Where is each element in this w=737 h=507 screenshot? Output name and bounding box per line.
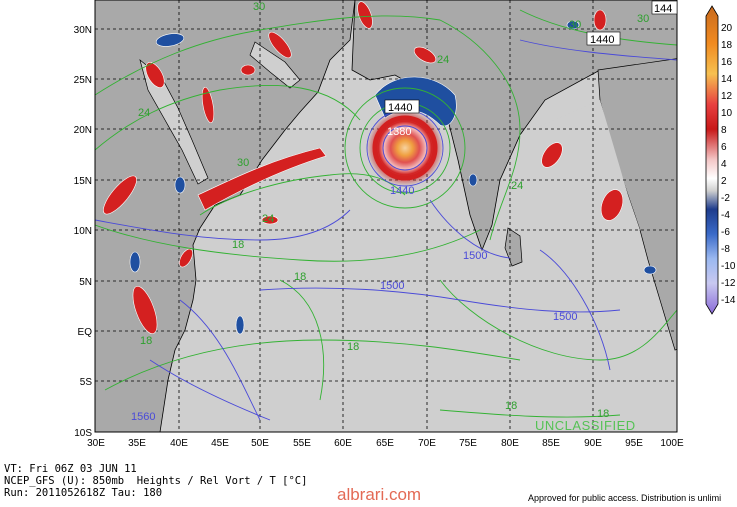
lon-label: 35E [128, 438, 146, 449]
temp-contour-labels: 1440 1380 1440 1500 1500 1500 1560 1440 … [131, 0, 678, 423]
colorbar-label: 14 [721, 74, 733, 85]
contour-label: 18 [140, 335, 152, 347]
lon-label: 85E [542, 438, 560, 449]
lon-label: 80E [501, 438, 519, 449]
lon-label: 70E [418, 438, 436, 449]
vorticity-positive [103, 1, 624, 334]
contour-label: 18 [232, 239, 244, 251]
lat-label: 20N [74, 125, 92, 136]
contour-label: 30 [237, 157, 249, 169]
colorbar-label: 18 [721, 40, 733, 51]
lat-label: 30N [74, 25, 92, 36]
lon-label: 55E [293, 438, 311, 449]
contour-label: 30 [637, 13, 649, 25]
contour-label: 1440 [590, 34, 614, 46]
colorbar-label: 2 [721, 176, 727, 187]
colorbar-label: -10 [721, 261, 736, 272]
latitude-labels: 30N 25N 20N 15N 10N 5N EQ 5S 10S [74, 25, 93, 439]
contour-label: 24 [511, 180, 523, 192]
lon-label: 90E [584, 438, 602, 449]
lon-label: 30E [87, 438, 105, 449]
height-contour-labels: 30 24 24 30 24 18 18 18 18 18 24 30 30 1… [138, 1, 649, 420]
lat-label: 5N [79, 277, 92, 288]
lon-label: 95E [625, 438, 643, 449]
lat-label: 10N [74, 226, 92, 237]
colorbar-label: 16 [721, 57, 733, 68]
contour-label: 1440 [390, 185, 414, 197]
lat-label: 5S [80, 377, 93, 388]
longitude-labels: 30E 35E 40E 45E 50E 55E 60E 65E 70E 75E … [87, 438, 684, 449]
colorbar-label: -8 [721, 244, 730, 255]
colorbar-label: -4 [721, 210, 730, 221]
contour-label: 24 [262, 213, 274, 225]
colorbar-label: 10 [721, 108, 733, 119]
colorbar-label: 8 [721, 125, 727, 136]
contour-label: 18 [347, 341, 359, 353]
contour-label: 30 [569, 19, 581, 31]
run-info: Run: 2011052618Z Tau: 180 [4, 487, 163, 499]
contour-label: 1440 [388, 102, 412, 114]
colorbar-label: 6 [721, 142, 727, 153]
contour-label: 1380 [387, 126, 411, 138]
lon-label: 60E [334, 438, 352, 449]
colorbar-label: 20 [721, 23, 733, 34]
contour-label: 24 [437, 54, 449, 66]
lon-label: 75E [459, 438, 477, 449]
colorbar-label: 4 [721, 159, 727, 170]
distribution-notice: Approved for public access. Distribution… [528, 493, 722, 503]
plot-border [94, 0, 678, 433]
lon-label: 65E [376, 438, 394, 449]
land-persian-gulf [249, 41, 301, 89]
contour-label: 1500 [380, 280, 404, 292]
classification-label: UNCLASSIFIED [535, 418, 636, 433]
land-gulf-red-sea [139, 59, 209, 185]
contour-label: 24 [138, 107, 150, 119]
contour-label: 144 [654, 3, 672, 15]
lon-label: 40E [170, 438, 188, 449]
colorbar-label: -14 [721, 295, 736, 306]
colorbar-label: -2 [721, 193, 730, 204]
contour-label: 1500 [553, 311, 577, 323]
land-sri-lanka [504, 227, 523, 267]
lat-lon-grid [95, 0, 677, 432]
model-description: NCEP_GFS (U): 850mb Heights / Rel Vort /… [4, 475, 308, 487]
contour-label: 30 [253, 1, 265, 13]
lon-label: 45E [211, 438, 229, 449]
lat-label: 10S [74, 428, 92, 439]
lat-label: 25N [74, 75, 92, 86]
watermark: albrari.com [337, 485, 422, 504]
valid-time: VT: Fri 06Z 03 JUN 11 [4, 463, 137, 475]
lon-label: 50E [251, 438, 269, 449]
cyclone-core [367, 110, 443, 186]
contour-label: 18 [294, 271, 306, 283]
colorbar-label: -12 [721, 278, 736, 289]
colorbar-label: 12 [721, 91, 733, 102]
contour-label: 1560 [131, 411, 155, 423]
colorbar: 20 18 16 14 12 10 8 6 4 2 -2 -4 -6 -8 -1… [705, 5, 736, 315]
cyclone-ring [372, 115, 438, 181]
lat-label: EQ [78, 327, 93, 338]
temp-contours [95, 39, 677, 421]
lon-label: 100E [660, 438, 684, 449]
contour-label: 1500 [463, 250, 487, 262]
lat-label: 15N [74, 176, 92, 187]
contour-label: 18 [597, 408, 609, 420]
contour-label: 18 [505, 400, 517, 412]
colorbar-label: -6 [721, 227, 730, 238]
